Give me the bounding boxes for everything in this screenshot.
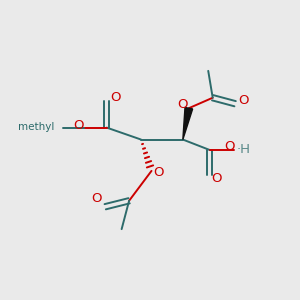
Text: O: O [224, 140, 235, 153]
Polygon shape [183, 107, 193, 140]
Text: O: O [154, 166, 164, 179]
Text: O: O [211, 172, 222, 185]
Text: methyl: methyl [18, 122, 54, 132]
Text: O: O [92, 192, 102, 205]
Text: O: O [110, 91, 120, 104]
Text: O: O [178, 98, 188, 111]
Text: O: O [74, 119, 84, 132]
Text: ·H: ·H [236, 142, 250, 156]
Text: O: O [238, 94, 249, 106]
